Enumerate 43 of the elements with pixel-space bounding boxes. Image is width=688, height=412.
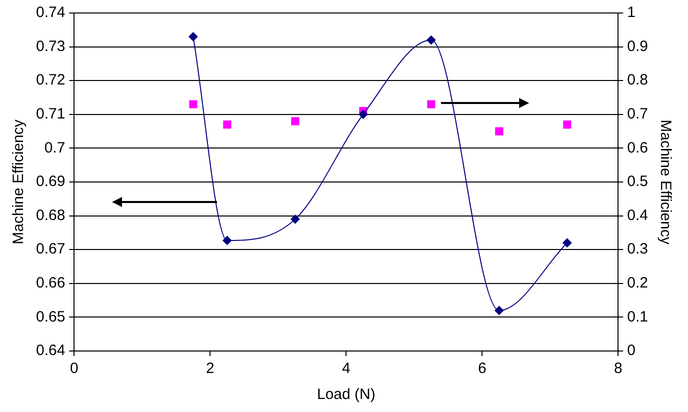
y-tick-label: 0.71 <box>36 106 66 123</box>
point <box>494 306 504 315</box>
x-tick-label: 6 <box>478 360 486 378</box>
x-tick-label: 2 <box>206 360 214 378</box>
y2-tick-label: 0.4 <box>627 206 648 224</box>
x-tick-label: 0 <box>70 360 78 378</box>
point <box>563 120 572 129</box>
y-tick-label: 0.7 <box>44 139 66 156</box>
y-axis-title: Machine Efficiency <box>10 119 28 244</box>
point <box>427 100 436 108</box>
y2-tick-label: 0.2 <box>627 274 648 292</box>
y2-tick-label: 0.3 <box>627 240 648 258</box>
x-tick-label: 4 <box>342 360 350 378</box>
y-tick-label: 0.68 <box>36 206 66 224</box>
y2-tick-label: 1 <box>627 4 636 22</box>
y2-tick-label: 0.5 <box>627 173 648 190</box>
y2-tick-label: 0.9 <box>627 38 648 55</box>
y2-tick-label: 0.8 <box>627 72 648 89</box>
point <box>562 238 572 248</box>
y2-tick-label: 0.7 <box>627 106 648 123</box>
x-axis-title: Load (N) <box>316 386 376 404</box>
point <box>495 127 504 136</box>
y-tick-label: 0.67 <box>36 240 66 258</box>
point <box>188 32 198 42</box>
point <box>290 214 300 224</box>
y2-axis-title: Machine Efficiency <box>656 120 674 245</box>
y-tick-label: 0.66 <box>36 274 66 292</box>
y-tick-label: 0.73 <box>36 38 66 55</box>
y-tick-label: 0.65 <box>36 308 66 326</box>
y-tick-label: 0.74 <box>36 4 66 22</box>
point <box>426 36 436 45</box>
y2-tick-label: 0.1 <box>627 308 648 326</box>
y2-tick-label: 0.6 <box>627 139 648 156</box>
x-tick-label: 8 <box>614 360 622 378</box>
point <box>222 236 232 245</box>
point <box>358 110 368 119</box>
y-tick-label: 0.72 <box>36 72 66 89</box>
y-tick-label: 0.64 <box>36 342 66 360</box>
point <box>291 117 300 126</box>
point <box>223 120 232 129</box>
y2-tick-label: 0 <box>627 342 636 360</box>
y-tick-label: 0.69 <box>36 173 66 190</box>
point <box>189 100 198 108</box>
